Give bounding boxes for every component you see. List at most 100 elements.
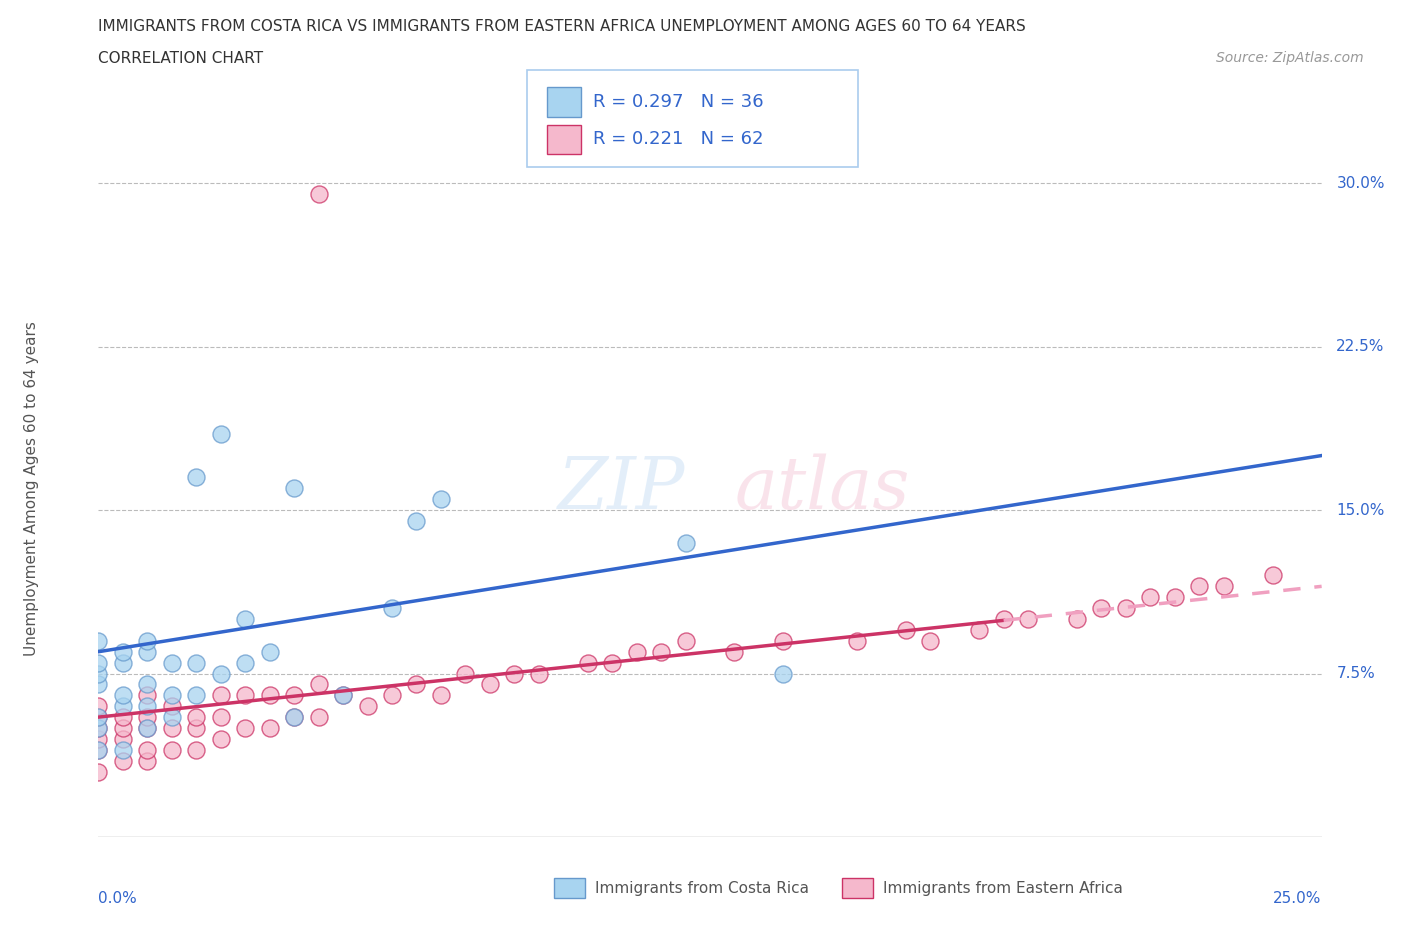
Text: Immigrants from Costa Rica: Immigrants from Costa Rica — [595, 881, 808, 896]
Point — [209, 426, 232, 441]
Point — [186, 688, 208, 703]
Text: Unemployment Among Ages 60 to 64 years: Unemployment Among Ages 60 to 64 years — [24, 321, 38, 656]
Point — [1164, 590, 1187, 604]
Point — [675, 633, 697, 648]
Text: R = 0.221   N = 62: R = 0.221 N = 62 — [593, 130, 763, 149]
Point — [233, 721, 256, 736]
Point — [576, 655, 599, 670]
Point — [160, 710, 183, 724]
Point — [160, 721, 183, 736]
Point — [405, 513, 427, 528]
Point — [772, 633, 794, 648]
Text: ZIP: ZIP — [558, 453, 686, 524]
Point — [87, 764, 110, 779]
Point — [283, 481, 305, 496]
Text: 15.0%: 15.0% — [1336, 502, 1385, 518]
Text: 25.0%: 25.0% — [1274, 892, 1322, 907]
Point — [405, 677, 427, 692]
Point — [160, 742, 183, 757]
Point — [233, 655, 256, 670]
Point — [650, 644, 672, 659]
Point — [283, 710, 305, 724]
Point — [87, 721, 110, 736]
Point — [136, 742, 159, 757]
Text: 7.5%: 7.5% — [1336, 666, 1375, 681]
Point — [381, 601, 404, 616]
Point — [283, 688, 305, 703]
Point — [111, 742, 134, 757]
Point — [87, 710, 110, 724]
Point — [111, 655, 134, 670]
Point — [772, 666, 794, 681]
Point — [160, 698, 183, 713]
Point — [430, 492, 453, 507]
Point — [1066, 612, 1088, 627]
Point — [136, 698, 159, 713]
Point — [136, 688, 159, 703]
Point — [136, 721, 159, 736]
Text: Source: ZipAtlas.com: Source: ZipAtlas.com — [1216, 51, 1364, 65]
Point — [894, 622, 917, 637]
Point — [723, 644, 745, 659]
Point — [993, 612, 1015, 627]
Point — [308, 710, 330, 724]
Point — [87, 655, 110, 670]
Point — [332, 688, 354, 703]
Point — [209, 732, 232, 747]
Point — [283, 710, 305, 724]
Point — [209, 710, 232, 724]
Point — [967, 622, 990, 637]
Point — [111, 753, 134, 768]
Point — [527, 666, 550, 681]
Point — [87, 666, 110, 681]
Point — [111, 644, 134, 659]
Point — [87, 732, 110, 747]
Point — [87, 721, 110, 736]
Point — [626, 644, 648, 659]
Point — [478, 677, 501, 692]
Point — [111, 710, 134, 724]
Point — [87, 633, 110, 648]
Point — [87, 710, 110, 724]
Point — [259, 644, 281, 659]
Point — [111, 698, 134, 713]
Point — [186, 655, 208, 670]
Text: 30.0%: 30.0% — [1336, 176, 1385, 191]
Point — [600, 655, 623, 670]
Point — [186, 710, 208, 724]
Point — [136, 633, 159, 648]
Point — [356, 698, 378, 713]
Point — [87, 742, 110, 757]
Point — [87, 742, 110, 757]
Point — [308, 187, 330, 202]
Point — [87, 698, 110, 713]
Point — [845, 633, 868, 648]
Point — [233, 688, 256, 703]
Point — [160, 655, 183, 670]
Point — [1212, 578, 1234, 593]
Point — [160, 688, 183, 703]
Point — [1115, 601, 1137, 616]
Point — [1017, 612, 1039, 627]
Point — [503, 666, 526, 681]
Point — [332, 688, 354, 703]
Point — [87, 677, 110, 692]
Point — [111, 688, 134, 703]
Point — [259, 721, 281, 736]
Point — [381, 688, 404, 703]
Point — [1261, 568, 1284, 583]
Point — [1188, 578, 1211, 593]
Point — [1090, 601, 1112, 616]
Point — [111, 732, 134, 747]
Point — [675, 536, 697, 551]
Point — [136, 710, 159, 724]
Point — [259, 688, 281, 703]
Point — [209, 688, 232, 703]
Text: CORRELATION CHART: CORRELATION CHART — [98, 51, 263, 66]
Point — [136, 644, 159, 659]
Point — [186, 742, 208, 757]
Text: R = 0.297   N = 36: R = 0.297 N = 36 — [593, 93, 763, 112]
Point — [233, 612, 256, 627]
Point — [186, 721, 208, 736]
Point — [136, 721, 159, 736]
